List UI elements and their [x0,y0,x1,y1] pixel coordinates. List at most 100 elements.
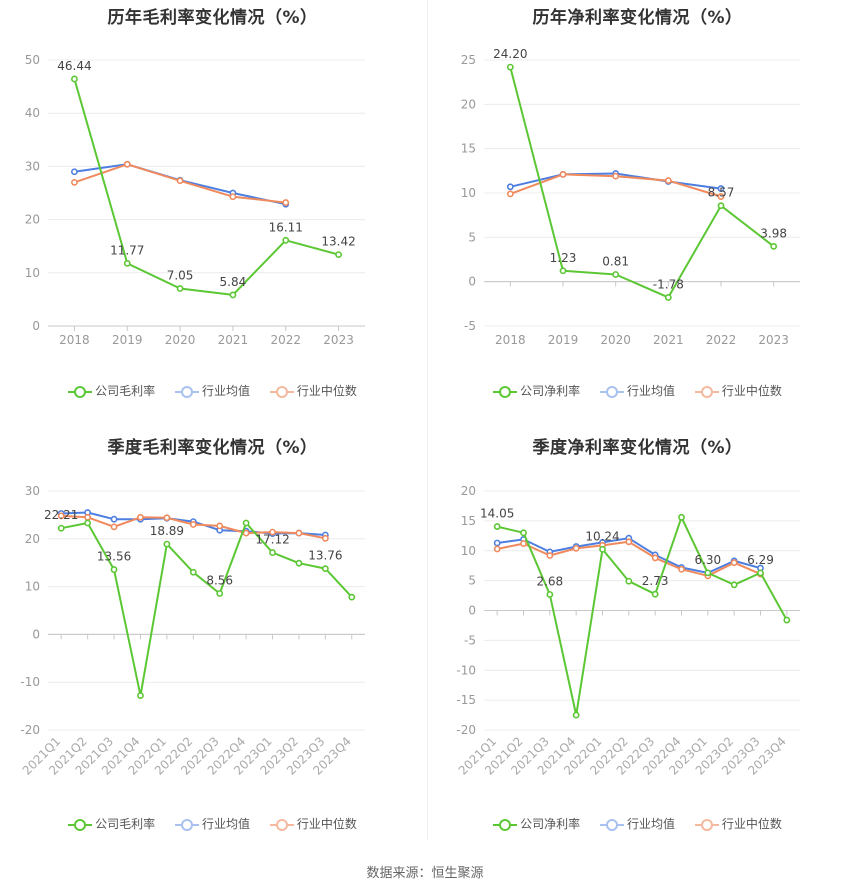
y-tick-label: 20 [25,532,40,546]
chart-legend: 公司毛利率 行业均值 行业中位数 [0,382,425,399]
series-line-company [61,522,353,697]
data-point-industry-avg [717,185,725,192]
quarterly-gross-margin-panel: 季度毛利率变化情况（%） -20 -10 0 10 20 30 2021Q1 2021Q2 20… [0,430,425,860]
y-tick-label: 20 [461,97,476,111]
data-label: 7.05 [167,268,194,282]
legend-item-company[interactable]: 公司毛利率 [68,815,155,832]
legend-item-company[interactable]: 公司净利率 [493,382,580,399]
data-point-industry-median [493,545,501,553]
x-tick-label: 2019 [112,333,143,347]
chart-legend: 公司净利率 行业均值 行业中位数 [425,382,850,399]
y-tick-label: 5 [468,574,476,588]
quarterly-net-margin-panel: 季度净利率变化情况（%） -20 -15 -10 -5 0 5 10 15 20 2021Q1 20… [425,430,850,860]
legend-item-industry-avg[interactable]: 行业均值 [599,815,675,832]
data-label: 16.11 [269,220,303,234]
data-point-company [651,590,659,598]
y-tick-label: 10 [461,186,476,200]
data-point-company [520,529,527,537]
data-point-industry-median [57,512,65,520]
data-label: 14.05 [480,507,514,521]
data-point-industry-median [229,193,237,201]
data-point-company [321,565,329,573]
legend-item-industry-median[interactable]: 行业中位数 [269,815,357,832]
data-point-industry-avg [110,515,118,523]
chart-title: 历年毛利率变化情况（%） [107,8,318,28]
y-tick-label: 30 [25,159,40,173]
data-point-industry-median [282,199,290,206]
series-line-company [73,78,339,296]
data-point-company [599,545,606,553]
legend-item-industry-avg[interactable]: 行业均值 [174,815,250,832]
legend-line-icon [174,818,199,831]
y-tick-label: 0 [468,275,476,289]
data-point-industry-avg [493,539,501,547]
series-line-company [509,66,775,299]
y-tick-label: -10 [20,675,40,689]
data-point-company [783,616,791,624]
data-point-industry-median [163,514,171,522]
data-point-industry-median [625,538,633,546]
x-tick-label: 2018 [59,333,90,347]
data-point-company [137,692,144,699]
x-tick-label: 2019 [548,333,579,347]
y-tick-label: 30 [25,484,40,498]
legend-item-industry-median[interactable]: 行业中位数 [694,815,782,832]
data-point-company [269,549,276,556]
data-label: 6.29 [747,553,774,567]
data-point-company [123,259,131,267]
data-point-industry-median [546,552,554,559]
y-tick-label: -10 [456,663,476,677]
y-tick-label: 40 [25,106,40,120]
data-point-industry-median [664,177,672,184]
legend-line-icon [694,818,719,831]
y-tick-label: 0 [32,627,40,641]
data-label: 5.84 [220,275,247,289]
chart-title: 季度毛利率变化情况（%） [107,438,318,458]
data-label: 24.20 [493,47,527,61]
x-tick-label: 2023 [758,333,789,347]
data-label: 11.77 [110,243,144,257]
legend-item-industry-median[interactable]: 行业中位数 [269,382,357,399]
y-tick-label: 10 [461,544,476,558]
chart-legend: 公司净利率 行业均值 行业中位数 [425,815,850,832]
data-point-company [572,711,580,719]
y-tick-label: 15 [461,514,476,528]
legend-item-company[interactable]: 公司净利率 [493,815,580,832]
y-tick-label: 20 [25,213,40,227]
legend-item-industry-avg[interactable]: 行业均值 [599,382,675,399]
y-tick-label: 25 [461,53,476,67]
legend-line-icon [599,818,624,831]
legend-item-industry-avg[interactable]: 行业均值 [174,382,250,399]
data-point-industry-median [717,193,725,200]
annual-gross-margin-chart: 0 10 20 30 40 50 2018 2019 2020 2021 2022 2023 46.44… [25,53,365,347]
data-point-company [242,519,250,527]
legend-item-company[interactable]: 公司毛利率 [68,382,155,399]
data-point-company [176,285,184,292]
data-point-company [493,523,501,530]
data-point-industry-median [84,513,92,521]
data-point-company [625,577,633,585]
annual-net-margin-panel: 历年净利率变化情况（%） -5 0 5 10 15 20 25 2018 2019 2020 202… [425,0,850,430]
chart-title: 季度净利率变化情况（%） [532,438,743,458]
data-point-industry-median [678,565,685,573]
data-point-company [664,294,672,301]
data-point-industry-median [123,160,131,168]
annual-gross-margin-panel: 历年毛利率变化情况（%） 0 10 20 30 40 50 2018 2019 2020 2021… [0,0,425,430]
x-tick-label: 2018 [495,333,526,347]
legend-line-icon [68,385,93,398]
data-point-company [163,540,171,548]
legend-line-icon [493,385,518,398]
data-label: 13.56 [97,550,131,564]
data-point-company [57,524,65,532]
x-tick-label: 2020 [165,333,196,347]
data-label: 13.76 [308,549,342,563]
chart-title: 历年净利率变化情况（%） [532,8,743,28]
legend-line-icon [269,818,294,831]
data-point-industry-median [242,529,250,537]
y-tick-label: -5 [464,633,476,647]
annual-net-margin-chart: -5 0 5 10 15 20 25 2018 2019 2020 2021 2022 2023 24.2… [461,47,800,347]
y-tick-label: -20 [456,723,476,737]
legend-item-industry-median[interactable]: 行业中位数 [694,382,782,399]
data-label: 8.56 [206,573,233,587]
data-point-industry-median [269,528,276,536]
